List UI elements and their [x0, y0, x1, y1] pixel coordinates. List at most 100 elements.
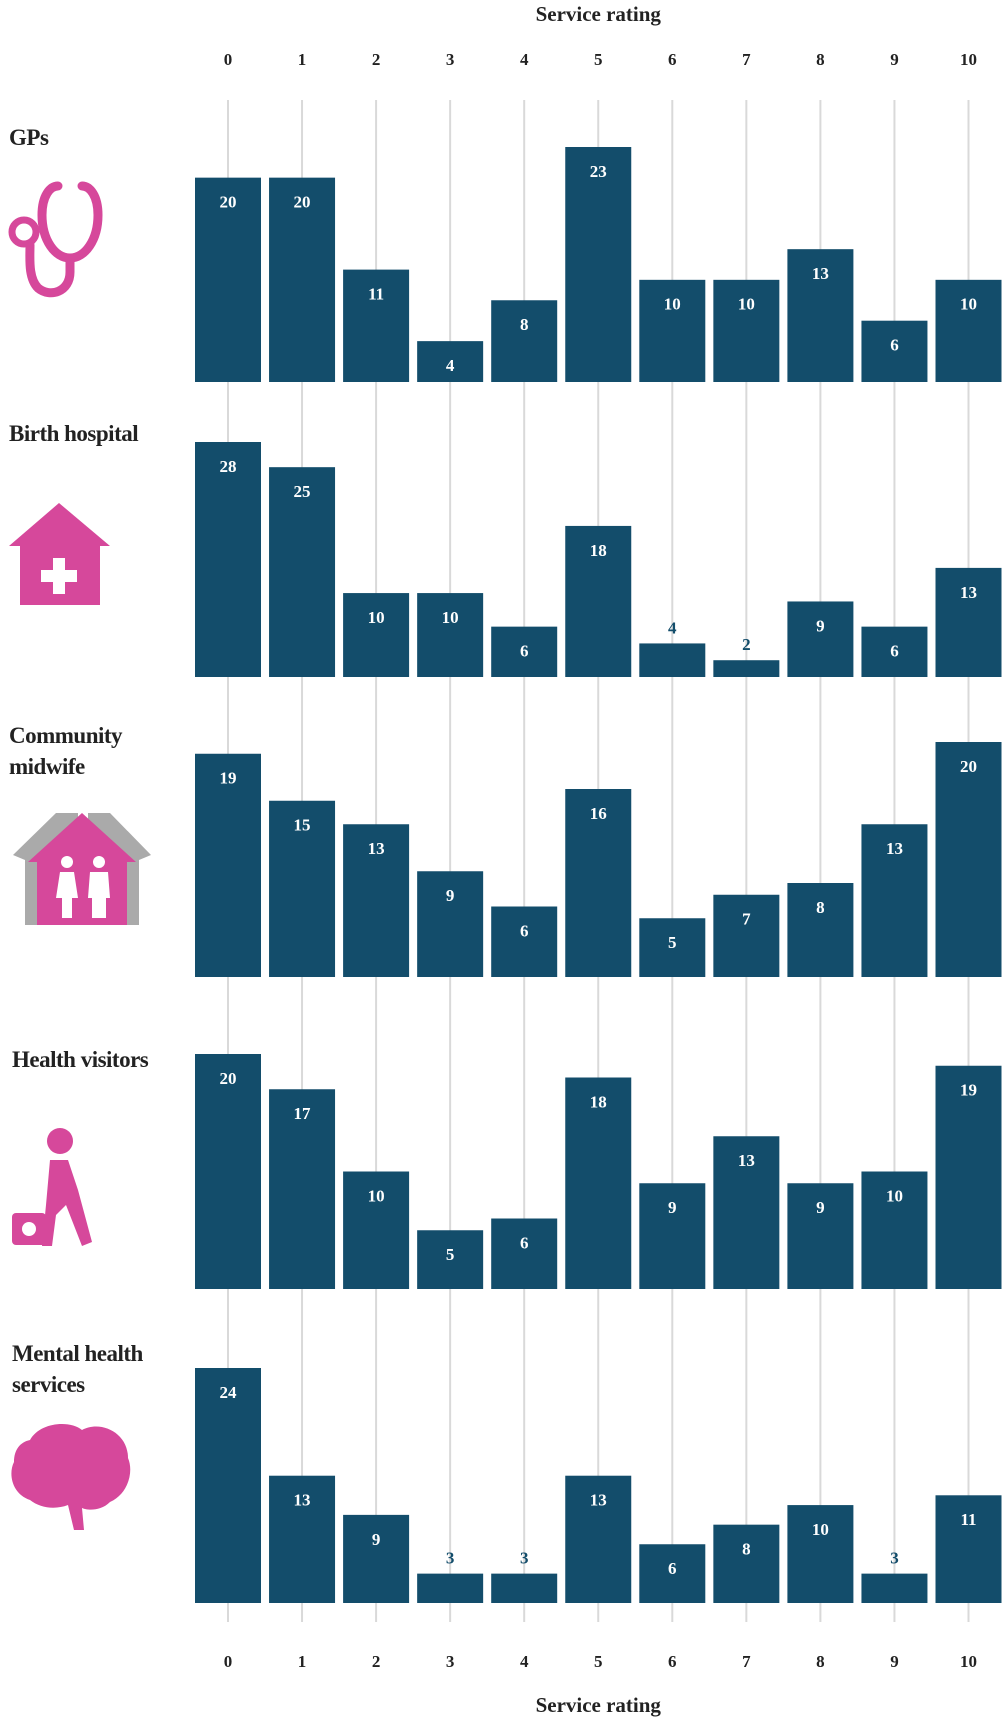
panel-title: GPs	[9, 125, 49, 150]
x-tick-label: 0	[224, 1652, 233, 1671]
hospital-icon	[9, 503, 110, 605]
bar	[565, 1475, 632, 1603]
data-label: 3	[520, 1549, 529, 1568]
bar	[269, 800, 336, 977]
data-label: 6	[520, 1233, 529, 1252]
data-label: 16	[590, 804, 607, 823]
bar	[417, 593, 484, 677]
bar	[639, 643, 706, 677]
x-tick-label: 1	[298, 1652, 307, 1671]
data-label: 18	[590, 1092, 607, 1111]
bar	[195, 1368, 261, 1603]
data-label: 20	[220, 193, 237, 212]
panel-title: Mental health services	[12, 1341, 143, 1397]
x-tick-label: 3	[446, 1652, 455, 1671]
data-label: 13	[886, 839, 903, 858]
bar	[935, 567, 1002, 677]
bar	[269, 1089, 336, 1289]
data-label: 10	[368, 1186, 385, 1205]
data-label: 8	[742, 1540, 751, 1559]
bar	[787, 601, 854, 677]
data-label: 6	[890, 642, 899, 661]
data-label: 9	[372, 1530, 381, 1549]
data-label: 10	[960, 295, 977, 314]
x-tick-label: 6	[668, 1652, 677, 1671]
x-tick-label: 10	[960, 50, 977, 69]
bar	[713, 660, 780, 677]
data-label: 6	[890, 336, 899, 355]
stethoscope-icon	[8, 181, 103, 298]
data-label: 20	[960, 757, 977, 776]
bar	[417, 341, 484, 382]
data-label: 10	[664, 295, 681, 314]
bar	[639, 279, 706, 382]
data-label: 13	[812, 264, 829, 283]
data-label: 10	[368, 608, 385, 627]
bar	[935, 1495, 1002, 1603]
bars: 20 20 11 4 8 23 10 10 13 6 10 28 25 10 10 6 18 4 2 9 6 13 19 15…	[195, 147, 1002, 1603]
bar	[787, 1183, 854, 1289]
bar	[639, 918, 706, 977]
bar	[787, 883, 854, 977]
bar	[935, 1065, 1002, 1289]
bar	[861, 824, 928, 977]
bar	[639, 1183, 706, 1289]
data-label: 17	[294, 1104, 312, 1123]
bar	[269, 177, 336, 382]
bar	[269, 1475, 336, 1603]
midwife-icon	[13, 813, 151, 925]
panel-title: Health visitors	[12, 1047, 149, 1072]
data-label: 13	[960, 583, 977, 602]
data-label: 5	[446, 1245, 455, 1264]
data-label: 25	[294, 482, 311, 501]
bar	[639, 1544, 706, 1603]
data-label: 11	[368, 285, 384, 304]
bar	[195, 753, 261, 977]
bar	[565, 1077, 632, 1289]
bar	[417, 871, 484, 977]
x-tick-label: 4	[520, 50, 529, 69]
bar	[343, 593, 410, 677]
x-tick-label: 5	[594, 50, 603, 69]
bar	[417, 1573, 484, 1603]
data-label: 8	[520, 315, 529, 334]
x-tick-label: 2	[372, 50, 381, 69]
data-label: 9	[446, 886, 455, 905]
x-tick-label: 1	[298, 50, 307, 69]
x-tick-label: 0	[224, 50, 233, 69]
data-label: 28	[220, 457, 237, 476]
bar	[861, 1573, 928, 1603]
data-label: 9	[816, 1198, 825, 1217]
bar	[713, 894, 780, 977]
x-tick-label: 4	[520, 1652, 529, 1671]
health-visitor-icon	[12, 1128, 92, 1246]
x-tick-label: 9	[890, 1652, 899, 1671]
data-label: 6	[520, 642, 529, 661]
bar	[565, 789, 632, 977]
panel-title: Birth hospital	[9, 421, 139, 446]
bar	[343, 1171, 410, 1289]
bar	[565, 147, 632, 382]
data-label: 13	[738, 1151, 755, 1170]
x-tick-label: 2	[372, 1652, 381, 1671]
data-label: 6	[668, 1559, 677, 1578]
data-label: 20	[220, 1069, 237, 1088]
bar	[713, 1524, 780, 1603]
bar	[491, 300, 558, 382]
data-label: 15	[294, 816, 311, 835]
data-label: 20	[294, 193, 311, 212]
data-label: 24	[220, 1383, 238, 1402]
x-tick-label: 3	[446, 50, 455, 69]
data-label: 23	[590, 162, 607, 181]
bar	[343, 269, 410, 382]
bar	[491, 626, 558, 677]
bar	[491, 1573, 558, 1603]
data-label: 5	[668, 933, 677, 952]
bar	[787, 1505, 854, 1603]
data-label: 11	[960, 1510, 976, 1529]
brain-icon	[11, 1424, 131, 1530]
bar	[195, 177, 261, 382]
bar	[861, 1171, 928, 1289]
